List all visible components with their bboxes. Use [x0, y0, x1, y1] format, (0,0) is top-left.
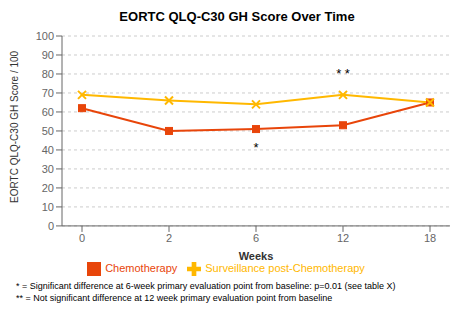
svg-text:70: 70: [42, 87, 54, 99]
html-text:EORTC QLQ-C30 GH Score Over Ti: EORTC QLQ-C30 GH Score Over Time: [119, 9, 355, 24]
svg-text:10: 10: [42, 201, 54, 213]
svg-text:18: 18: [424, 232, 436, 244]
html-text:Surveillance post-Chemotherapy: Surveillance post-Chemotherapy: [205, 261, 365, 274]
svg-text:6: 6: [253, 232, 259, 244]
svg-text:90: 90: [42, 49, 54, 61]
html-text:* = Significant difference at: * = Significant difference at 6-week pri…: [16, 281, 396, 291]
svg-text:50: 50: [42, 125, 54, 137]
html-text:Chemotherapy: Chemotherapy: [105, 261, 178, 274]
svg-text:*: *: [253, 140, 258, 155]
svg-text:20: 20: [42, 182, 54, 194]
svg-text:2: 2: [166, 232, 172, 244]
svg-text:100: 100: [36, 30, 54, 42]
svg-text:80: 80: [42, 68, 54, 80]
html-text:** = Not significant differenc: ** = Not significant difference at 12 we…: [16, 293, 333, 303]
svg-text:0: 0: [79, 232, 85, 244]
svg-text:30: 30: [42, 163, 54, 175]
svg-text:EORTC QLQ-C30 GH Score / 100: EORTC QLQ-C30 GH Score / 100: [9, 50, 20, 203]
svg-text:* *: * *: [336, 66, 350, 81]
svg-text:Weeks: Weeks: [239, 250, 274, 262]
svg-text:40: 40: [42, 144, 54, 156]
svg-text:12: 12: [337, 232, 349, 244]
svg-text:60: 60: [42, 106, 54, 118]
svg-text:0: 0: [48, 220, 54, 232]
